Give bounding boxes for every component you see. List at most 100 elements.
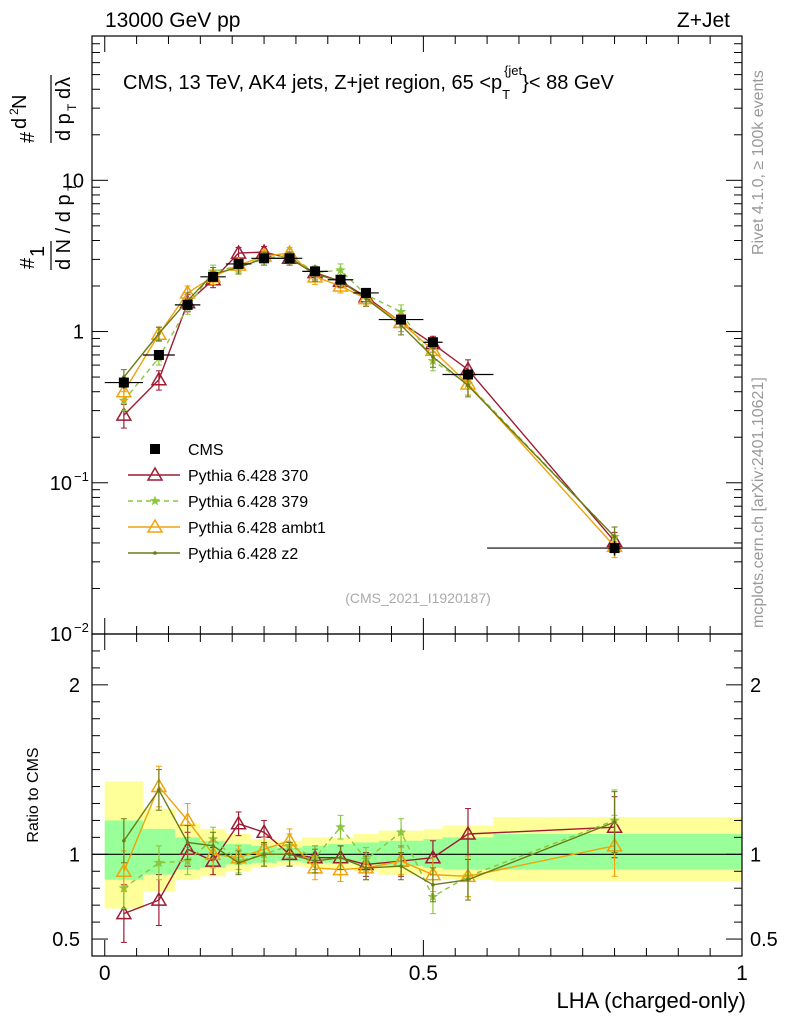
data-point-z2 [157,788,161,792]
svg-text:d: d [53,88,75,99]
data-point-z2 [431,355,435,359]
ratio-y-tick-label-left: 2 [69,675,80,697]
main-panel-frame [91,35,743,635]
analysis-watermark: (CMS_2021_I1920187) [345,590,491,606]
legend-marker-ambt1 [146,518,164,533]
series-line-ambt1 [123,252,616,547]
data-point-ambt1 [332,861,349,876]
data-point-z2 [466,383,470,388]
data-point-cms [118,377,129,388]
svg-text:1: 1 [27,246,49,257]
uncertainty-band-inner [493,833,742,870]
data-point-cms [396,314,407,325]
legend-label-ambt1: Pythia 6.428 ambt1 [188,520,326,537]
ratio-y-tick-label-right: 0.5 [750,929,778,951]
legend: CMS Pythia 6.428 370 Pythia 6.428 379 Pythi… [128,442,326,563]
data-point-cms [284,253,295,264]
y-tick-label: 1 [73,322,84,344]
svg-text:#: # [17,131,39,143]
y-tick-label: 10 [62,170,84,192]
data-point-cms [462,369,473,380]
legend-marker-p379 [149,495,161,506]
svg-text:d: d [9,118,31,129]
ratio-y-tick-label-left: 1 [69,844,80,866]
data-point-cms [609,543,620,554]
chart-title: CMS, 13 TeV, AK4 jets, Z+jet region, 65 … [123,63,615,102]
data-point-p379 [335,264,346,275]
svg-text:T: T [65,183,79,191]
svg-text:2: 2 [7,108,21,115]
y-tick-exponent: −1 [74,469,89,484]
series-z2-3 [120,769,618,903]
legend-label-p379: Pythia 6.428 379 [188,494,308,511]
data-point-p379 [395,306,407,317]
x-tick-label: 1 [736,962,748,985]
data-point-cms [361,287,372,298]
x-tick-label: 0 [99,962,111,985]
svg-text:N: N [9,95,31,109]
legend-label-p370: Pythia 6.428 370 [188,468,308,485]
legend-marker-p370 [146,466,164,481]
data-point-p379 [153,857,165,868]
data-point-p370 [115,905,133,920]
data-point-p370 [230,815,247,830]
legend-entry-z2: Pythia 6.428 z2 [128,546,298,563]
data-point-cms [208,271,219,282]
legend-marker-cms [150,444,160,454]
data-point-cms [182,299,193,310]
data-point-cms [259,253,270,264]
data-point-z2 [157,331,161,336]
series-line-p370 [123,822,615,915]
data-point-z2 [612,534,617,539]
legend-label-cms: CMS [188,442,224,459]
data-point-p370 [115,406,133,421]
data-point-p379 [335,821,346,832]
header-left-label: 13000 GeV pp [105,9,240,32]
main-y-axis-label: # 1 d N / d p T # d 2 N d p T d λ [7,75,79,270]
legend-marker-z2 [153,551,157,555]
x-axis-label: LHA (charged-only) [556,988,746,1013]
header-right-label: Z+Jet [677,9,730,32]
data-point-cms [427,337,438,348]
data-point-p370 [230,244,247,259]
series-cms-0 [104,253,742,556]
data-point-ambt1 [115,862,133,878]
svg-text:T: T [65,103,79,111]
svg-text:λ: λ [53,77,75,87]
ratio-y-axis-label: Ratio to CMS [25,747,42,842]
svg-text:d p: d p [53,113,75,141]
y-tick-exponent: −2 [74,620,89,635]
data-point-p379 [182,855,193,866]
data-point-z2 [431,883,435,887]
data-point-z2 [185,840,190,845]
legend-entry-p370: Pythia 6.428 370 [128,466,308,485]
data-point-p370 [459,825,477,840]
data-point-cms [153,349,164,360]
data-point-z2 [399,864,403,868]
data-point-ambt1 [115,383,133,398]
legend-entry-ambt1: Pythia 6.428 ambt1 [128,518,326,537]
data-point-z2 [466,877,470,882]
data-point-p379 [395,826,407,837]
ratio-panel-frame [91,633,743,957]
ratio-y-tick-label-right: 1 [750,844,761,866]
data-point-z2 [313,859,317,863]
data-point-z2 [211,844,215,848]
svg-text:#: # [17,257,39,269]
data-point-z2 [122,838,126,843]
legend-entry-cms: CMS [150,442,224,459]
svg-text:d N / d p: d N / d p [53,194,75,270]
ratio-y-tick-label-left: 0.5 [52,929,80,951]
data-point-z2 [364,866,368,870]
legend-label-z2: Pythia 6.428 z2 [188,546,298,563]
data-point-ambt1 [332,277,349,292]
series-line-z2 [123,788,615,886]
ratio-y-tick-label-right: 2 [750,675,761,697]
data-point-z2 [612,820,617,824]
series-line-z2 [123,257,616,538]
y-tick-label: 10 [50,624,72,646]
y-tick-label: 10 [50,473,72,495]
legend-entry-p379: Pythia 6.428 379 [128,494,308,511]
mcplots-label: mcplots.cern.ch [arXiv:2401.10621] [750,377,767,628]
